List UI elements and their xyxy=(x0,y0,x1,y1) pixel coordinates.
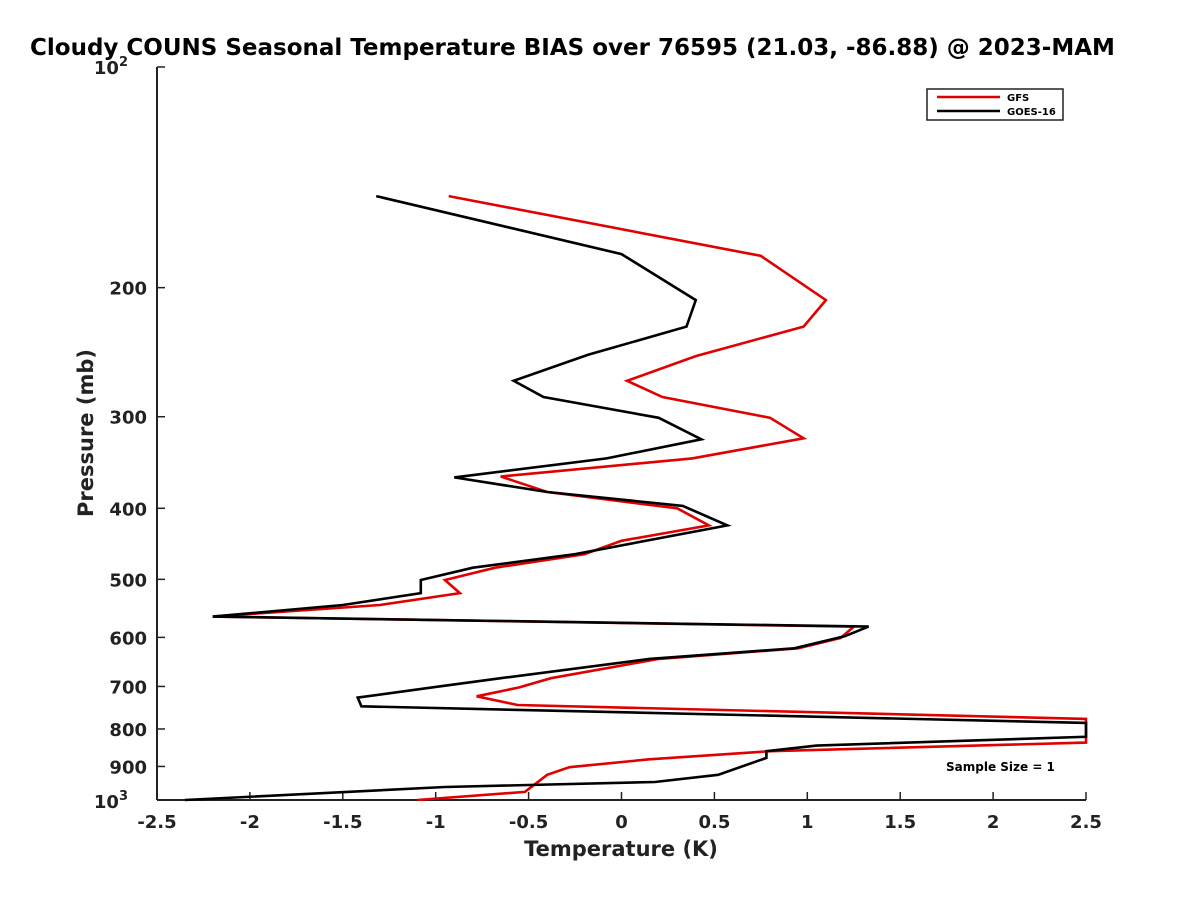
series-line-0 xyxy=(212,194,1088,802)
x-tick-label: -1 xyxy=(426,812,446,833)
legend-label-gfs: GFS xyxy=(1007,93,1029,104)
x-tick-label: -1.5 xyxy=(323,812,362,833)
x-tick-label: 1 xyxy=(801,812,814,833)
legend: GFS GOES-16 xyxy=(926,88,1064,121)
y-top-tick-label: 102 xyxy=(94,55,128,79)
y-axis-label: Pressure (mb) xyxy=(74,349,98,517)
y-tick-label: 300 xyxy=(109,408,147,429)
x-tick-label: -2 xyxy=(240,812,260,833)
y-tick-label: 900 xyxy=(109,757,147,778)
x-tick-label: 1.5 xyxy=(884,812,916,833)
y-tick-label: 700 xyxy=(109,677,147,698)
legend-label-goes16: GOES-16 xyxy=(1007,107,1056,118)
x-tick-label: 2.5 xyxy=(1070,812,1102,833)
x-tick-label: -0.5 xyxy=(509,812,548,833)
series-layer xyxy=(184,194,1088,802)
x-axis-label: Temperature (K) xyxy=(524,837,718,861)
y-tick-label: 500 xyxy=(109,570,147,591)
y-bottom-tick-label: 103 xyxy=(94,789,128,813)
y-tick-label: 400 xyxy=(109,499,147,520)
x-tick-label: -2.5 xyxy=(137,812,176,833)
x-ticks: -2.5 -2 -1.5 -1 -0.5 0 0.5 1 1.5 2 2.5 xyxy=(137,792,1102,833)
series-line-1 xyxy=(184,194,1088,802)
y-tick-label: 600 xyxy=(109,628,147,649)
x-tick-label: 2 xyxy=(987,812,1000,833)
x-tick-label: 0 xyxy=(615,812,628,833)
legend-box xyxy=(926,88,1064,121)
chart-title: Cloudy COUNS Seasonal Temperature BIAS o… xyxy=(30,35,1115,61)
y-tick-label: 800 xyxy=(109,720,147,741)
y-ticks: 200 300 400 500 600 700 800 900 xyxy=(109,66,165,801)
x-tick-label: 0.5 xyxy=(698,812,730,833)
sample-size-annotation: Sample Size = 1 xyxy=(946,760,1055,774)
y-tick-label: 200 xyxy=(109,279,147,300)
